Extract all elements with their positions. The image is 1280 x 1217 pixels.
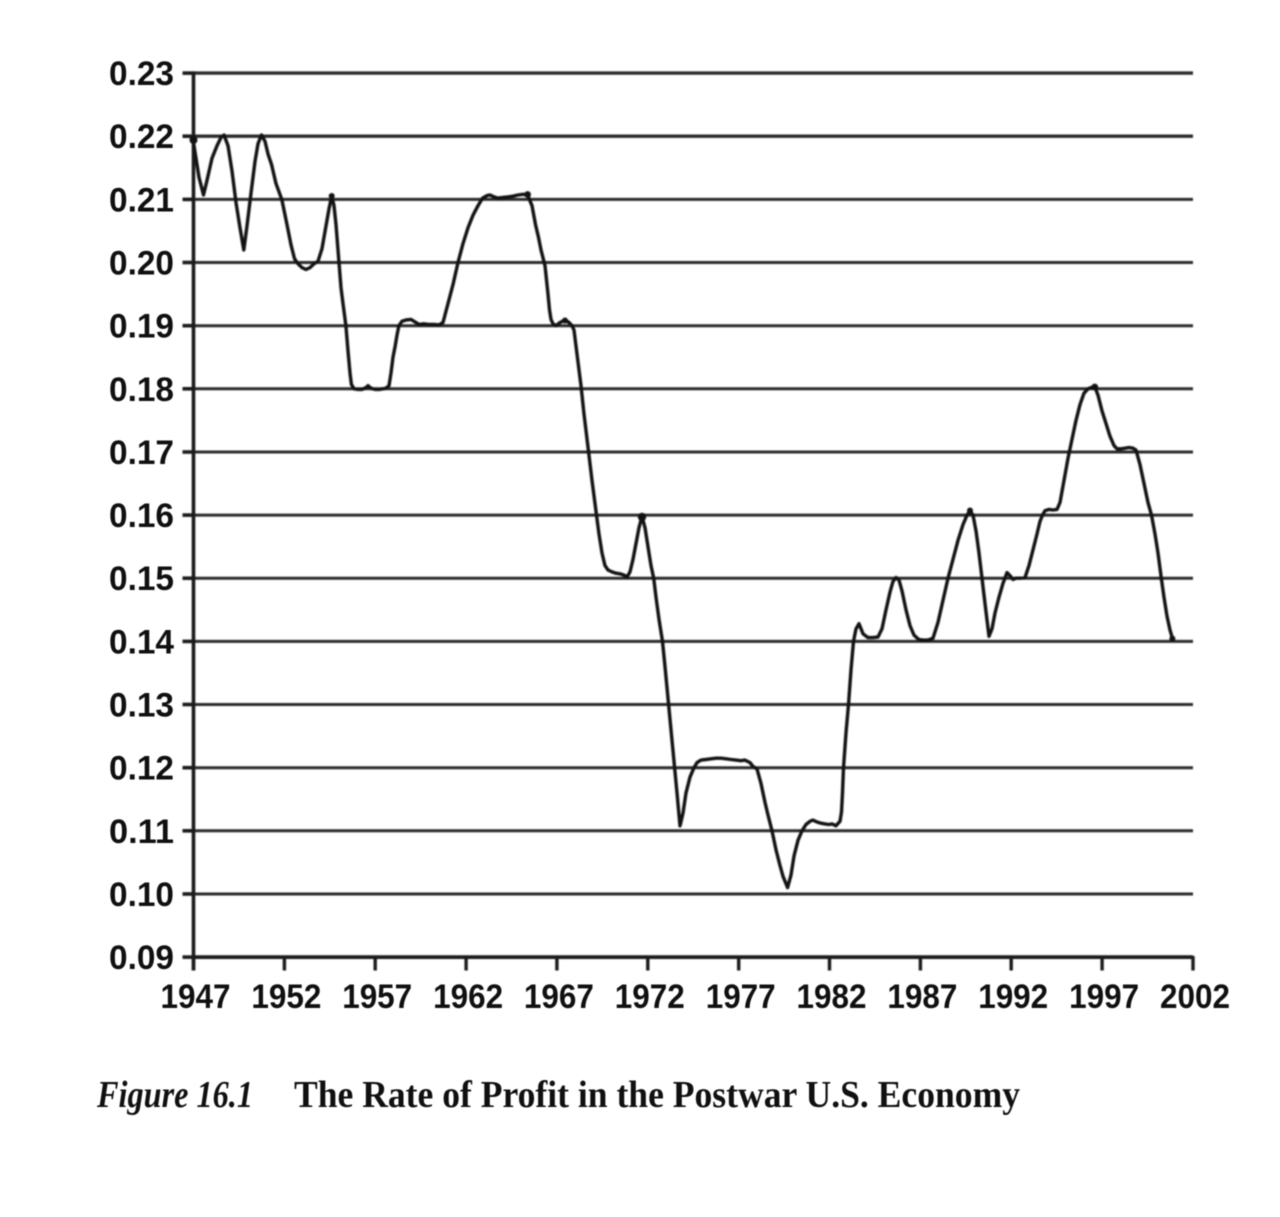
svg-text:0.22: 0.22	[109, 118, 174, 156]
svg-text:1952: 1952	[251, 978, 321, 1016]
svg-text:0.13: 0.13	[109, 687, 174, 725]
svg-text:1977: 1977	[706, 978, 776, 1016]
svg-text:0.18: 0.18	[109, 371, 174, 409]
svg-text:1992: 1992	[978, 978, 1048, 1016]
svg-text:1962: 1962	[433, 978, 503, 1016]
svg-text:1972: 1972	[615, 978, 685, 1016]
svg-text:0.16: 0.16	[109, 497, 174, 535]
svg-text:0.21: 0.21	[109, 181, 174, 219]
svg-text:0.09: 0.09	[109, 939, 174, 977]
svg-text:The Rate of Profit in the Post: The Rate of Profit in the Postwar U.S. E…	[294, 1074, 1020, 1116]
svg-text:Figure 16.1: Figure 16.1	[96, 1074, 253, 1116]
svg-text:0.23: 0.23	[109, 55, 174, 93]
svg-text:1997: 1997	[1069, 978, 1139, 1016]
svg-text:0.20: 0.20	[109, 245, 174, 283]
svg-text:1967: 1967	[524, 978, 594, 1016]
svg-text:1947: 1947	[161, 978, 231, 1016]
svg-text:0.17: 0.17	[109, 434, 174, 472]
svg-text:0.12: 0.12	[109, 750, 174, 788]
svg-text:0.15: 0.15	[109, 560, 174, 598]
svg-text:0.14: 0.14	[109, 623, 174, 661]
svg-text:2002: 2002	[1160, 978, 1230, 1016]
svg-text:1957: 1957	[342, 978, 412, 1016]
svg-text:0.19: 0.19	[109, 308, 174, 346]
svg-text:0.10: 0.10	[109, 876, 174, 914]
svg-text:1987: 1987	[887, 978, 957, 1016]
svg-text:0.11: 0.11	[109, 813, 174, 851]
svg-text:1982: 1982	[797, 978, 867, 1016]
